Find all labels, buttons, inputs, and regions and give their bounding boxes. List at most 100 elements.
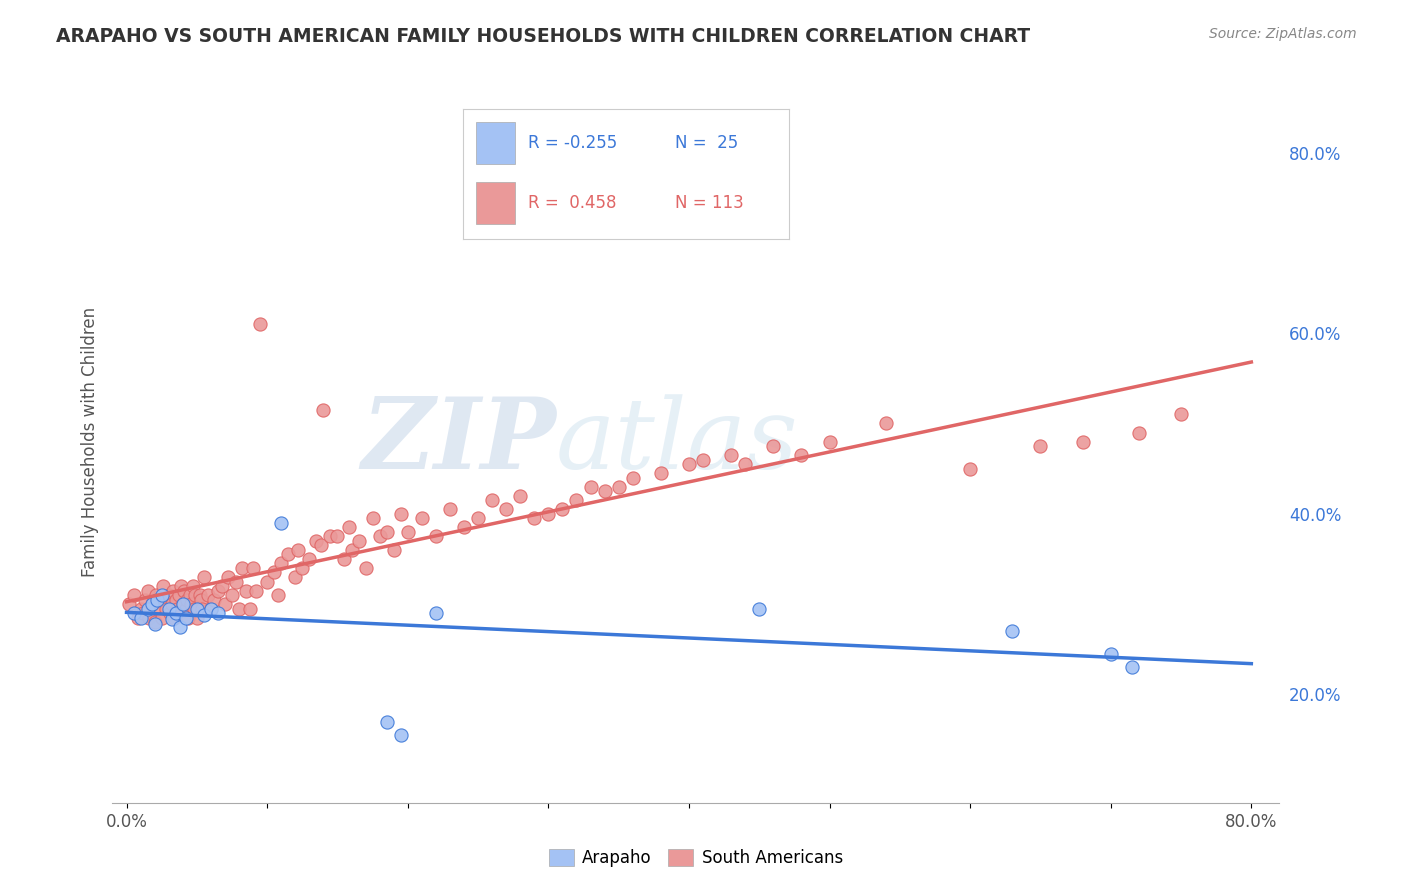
Point (207, 583, 229, 598)
Point (228, 601, 250, 615)
Point (270, 516, 292, 530)
Point (762, 439, 785, 453)
Point (187, 601, 209, 615)
Point (176, 592, 198, 607)
Point (170, 579, 193, 593)
Point (134, 592, 156, 607)
Point (389, 507, 412, 521)
Point (190, 592, 212, 607)
Point (337, 520, 360, 534)
Point (146, 601, 169, 615)
Point (129, 610, 152, 624)
Point (425, 529, 447, 543)
Point (143, 615, 166, 630)
Point (155, 601, 177, 615)
Point (221, 588, 243, 602)
Point (169, 606, 191, 620)
Point (375, 714, 398, 729)
Point (143, 617, 166, 632)
Point (118, 597, 141, 611)
Point (959, 461, 981, 475)
Point (298, 552, 321, 566)
Point (1099, 647, 1122, 661)
Point (245, 583, 267, 598)
Point (509, 489, 531, 503)
Point (200, 601, 222, 615)
Point (354, 561, 377, 575)
Point (162, 583, 184, 598)
Point (361, 511, 384, 525)
Point (375, 524, 398, 539)
Point (174, 601, 197, 615)
Point (291, 561, 314, 575)
Point (160, 597, 183, 611)
Point (235, 583, 257, 598)
Point (172, 597, 194, 611)
Point (160, 612, 183, 626)
Point (157, 588, 180, 602)
Point (818, 434, 841, 449)
Point (191, 601, 214, 615)
Point (122, 606, 145, 620)
Point (149, 592, 172, 607)
Point (270, 557, 292, 571)
Point (467, 511, 489, 525)
Point (145, 588, 167, 602)
Point (183, 601, 205, 615)
Point (340, 542, 363, 557)
Point (453, 520, 475, 534)
Point (200, 601, 222, 615)
Point (202, 592, 225, 607)
Point (186, 610, 208, 624)
Point (256, 574, 278, 589)
Point (180, 597, 202, 611)
Point (177, 610, 200, 624)
Point (1029, 439, 1052, 453)
Point (326, 529, 349, 543)
Point (165, 592, 187, 607)
Point (136, 601, 159, 615)
Point (284, 570, 307, 584)
Text: ARAPAHO VS SOUTH AMERICAN FAMILY HOUSEHOLDS WITH CHILDREN CORRELATION CHART: ARAPAHO VS SOUTH AMERICAN FAMILY HOUSEHO… (56, 27, 1031, 45)
Text: atlas: atlas (555, 394, 799, 489)
Point (382, 542, 405, 557)
Point (129, 601, 152, 615)
Point (165, 606, 187, 620)
Text: Source: ZipAtlas.com: Source: ZipAtlas.com (1209, 27, 1357, 41)
Point (146, 592, 169, 607)
Point (579, 480, 602, 494)
Point (193, 607, 215, 622)
Point (127, 610, 149, 624)
Point (523, 511, 546, 525)
Point (214, 597, 236, 611)
Y-axis label: Family Households with Children: Family Households with Children (80, 307, 98, 576)
Point (748, 601, 770, 615)
Point (186, 601, 208, 615)
Point (790, 448, 813, 462)
Point (305, 533, 328, 548)
Point (122, 588, 145, 602)
Point (249, 317, 271, 331)
Point (277, 548, 299, 562)
Point (188, 588, 211, 602)
Point (197, 588, 219, 602)
Point (1128, 425, 1150, 440)
Point (551, 502, 574, 516)
Point (211, 579, 233, 593)
Point (875, 417, 897, 431)
Point (231, 561, 253, 575)
Point (1121, 660, 1143, 674)
Point (207, 606, 229, 620)
Point (650, 466, 672, 480)
Point (267, 588, 290, 602)
Legend: Arapaho, South Americans: Arapaho, South Americans (543, 842, 849, 874)
Point (136, 583, 159, 598)
Point (621, 471, 644, 485)
Point (242, 561, 264, 575)
Point (217, 570, 239, 584)
Point (537, 507, 560, 521)
Point (181, 579, 204, 593)
Point (157, 601, 180, 615)
Point (138, 610, 160, 624)
Point (239, 601, 262, 615)
